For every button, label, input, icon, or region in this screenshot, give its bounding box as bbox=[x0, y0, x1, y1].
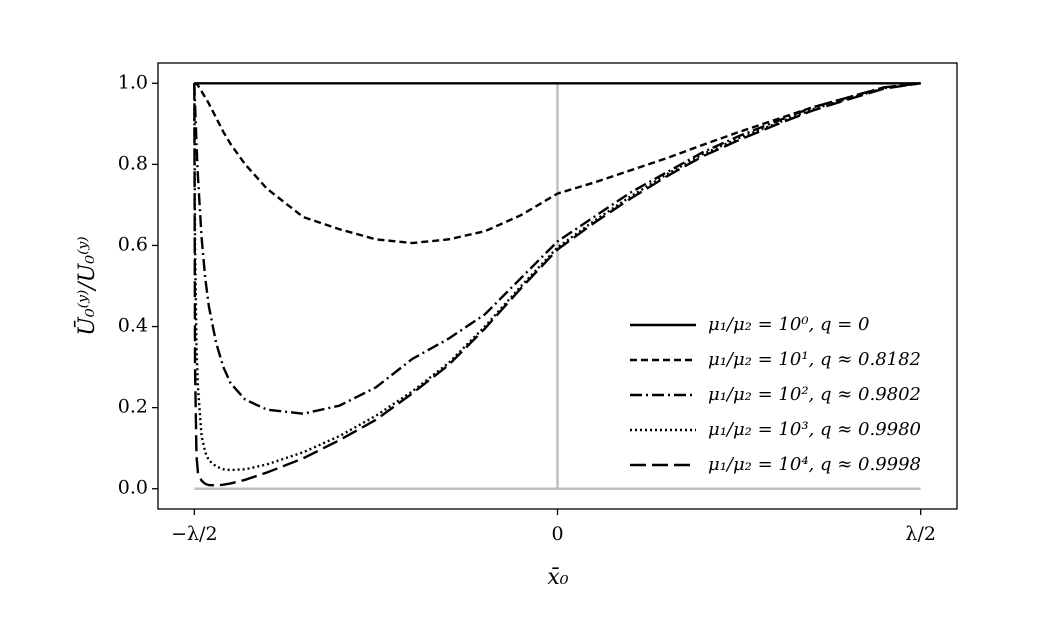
x-tick-label: −λ/2 bbox=[171, 523, 217, 545]
y-tick-label: 1.0 bbox=[118, 71, 148, 93]
y-axis-label: Ū₀⁽ʸ⁾/U₀⁽ʸ⁾ bbox=[73, 236, 100, 335]
x-tick-label: λ/2 bbox=[905, 523, 936, 545]
legend-label: μ₁/μ₂ = 10⁴, q ≈ 0.9998 bbox=[708, 454, 921, 475]
series-line bbox=[194, 82, 921, 245]
series-line bbox=[193, 82, 921, 487]
series-line bbox=[193, 82, 921, 472]
series-line bbox=[193, 82, 921, 415]
legend-label: μ₁/μ₂ = 10³, q ≈ 0.9980 bbox=[708, 419, 921, 440]
y-tick-label: 0.4 bbox=[118, 315, 148, 337]
legend-label: μ₁/μ₂ = 10², q ≈ 0.9802 bbox=[708, 384, 921, 405]
y-tick-label: 0.8 bbox=[118, 152, 148, 174]
x-tick-label: 0 bbox=[551, 523, 563, 545]
y-tick-label: 0.2 bbox=[118, 396, 148, 418]
y-tick-label: 0.6 bbox=[118, 233, 148, 255]
legend-label: μ₁/μ₂ = 10⁰, q = 0 bbox=[708, 314, 869, 335]
x-axis-label: x̄₀ bbox=[547, 565, 568, 590]
y-tick-label: 0.0 bbox=[118, 477, 148, 499]
legend-label: μ₁/μ₂ = 10¹, q ≈ 0.8182 bbox=[708, 349, 921, 370]
